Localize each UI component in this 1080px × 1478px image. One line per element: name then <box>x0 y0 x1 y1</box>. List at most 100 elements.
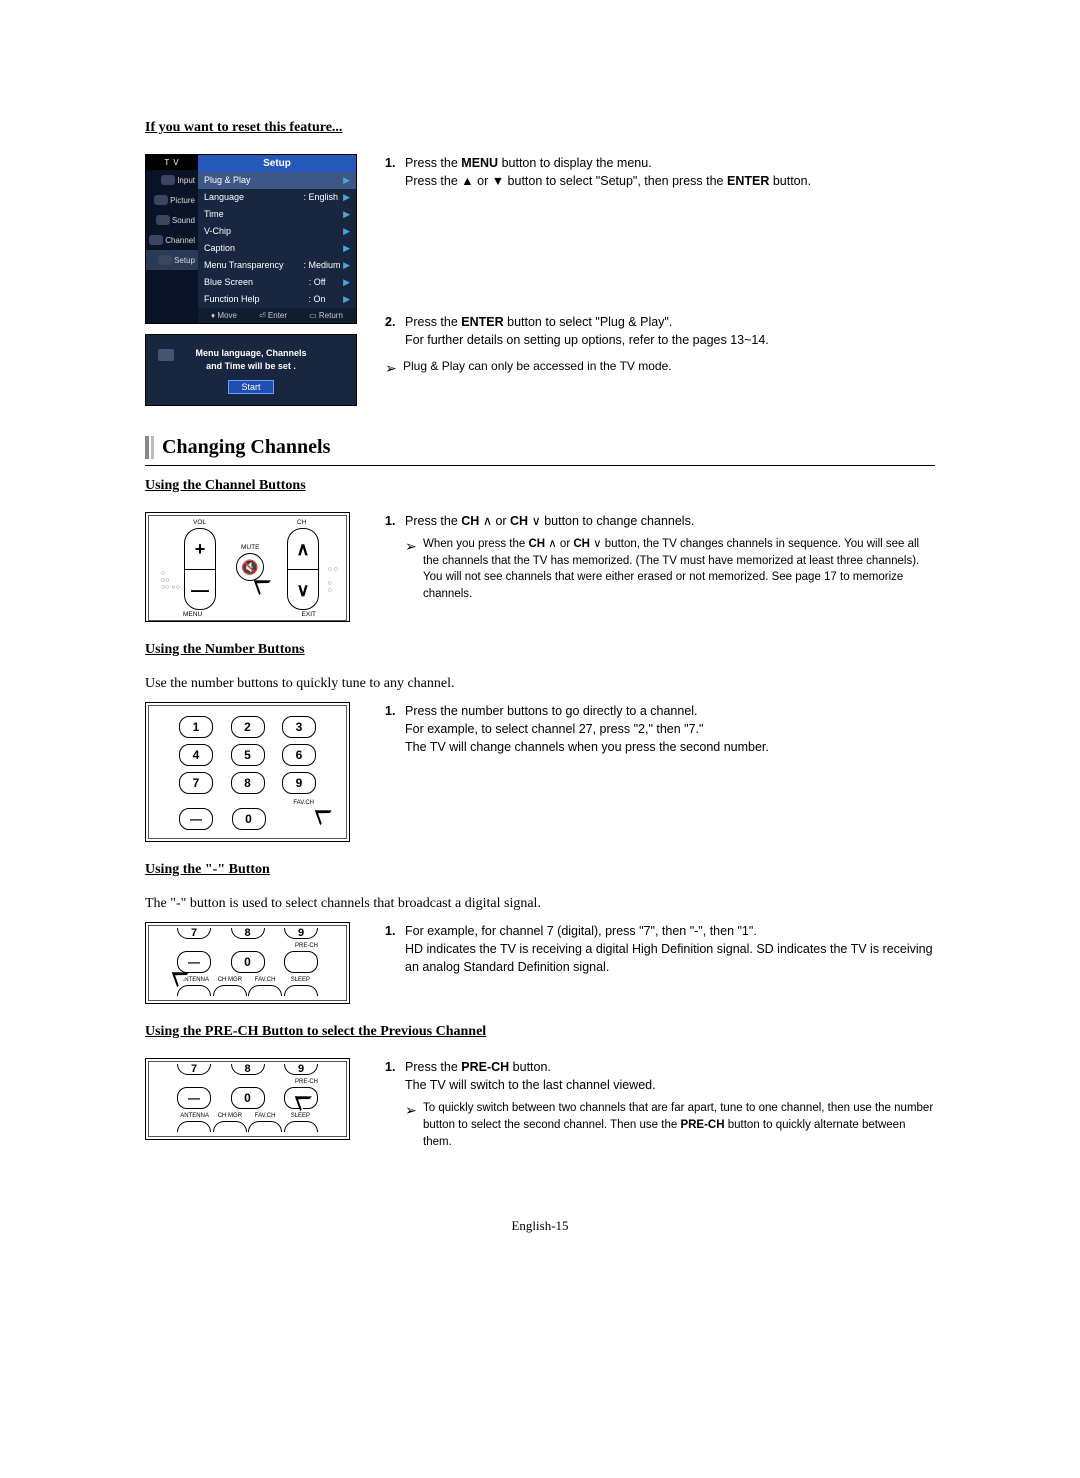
osd-side-2: Sound <box>172 216 195 225</box>
dialog-start-button: Start <box>228 380 273 394</box>
t: button to select "Plug & Play". <box>504 315 673 329</box>
dialog-line1: Menu language, Channels <box>195 348 306 358</box>
t: Press the <box>405 514 461 528</box>
t: ENTER <box>461 315 503 329</box>
sub3-step-text: For example, for channel 7 (digital), pr… <box>405 922 935 976</box>
lbl-fav4: FAV.CH <box>248 1113 283 1119</box>
t: CH <box>510 514 528 528</box>
osd-side-1: Picture <box>170 196 195 205</box>
lbl-fav3: FAV.CH <box>248 977 283 983</box>
p0: 0 <box>231 1087 265 1109</box>
lbl-slp3: SLEEP <box>283 977 318 983</box>
reset-note: Plug & Play can only be accessed in the … <box>403 358 672 378</box>
lbl-ch: CH <box>297 519 306 526</box>
osd-side-4: Setup <box>174 256 195 265</box>
sub4-step: 1. Press the PRE-CH button. The TV will … <box>385 1058 935 1150</box>
t: ∧ or <box>479 514 510 528</box>
t: ∧ or <box>545 538 573 550</box>
n1: 1 <box>179 716 213 738</box>
p8: 8 <box>231 1064 265 1075</box>
t: Press the <box>405 1060 461 1074</box>
n9: 9 <box>282 772 316 794</box>
t: ENTER <box>727 174 769 188</box>
sub4-heading: Using the PRE-CH Button to select the Pr… <box>145 1024 935 1040</box>
lbl-chm4: CH MGR <box>212 1113 247 1119</box>
t: Press the ▲ or ▼ button to select "Setup… <box>405 174 727 188</box>
d8: 8 <box>231 928 265 939</box>
lbl-favch: FAV.CH <box>179 800 314 806</box>
sub2-step-text: Press the number buttons to go directly … <box>405 702 769 756</box>
n8: 8 <box>231 772 265 794</box>
n7: 7 <box>179 772 213 794</box>
osd-item-6: Blue Screen <box>204 277 253 288</box>
lbl-vol: VOL <box>193 519 206 526</box>
lbl-menu: MENU <box>183 611 202 618</box>
t: PRE-CH <box>680 1119 724 1131</box>
plugplay-dialog: Menu language, Channels and Time will be… <box>145 334 357 406</box>
lbl-exit: EXIT <box>302 611 316 618</box>
p7: 7 <box>177 1064 211 1075</box>
n2: 2 <box>231 716 265 738</box>
sub1-step: 1. Press the CH ∧ or CH ∨ button to chan… <box>385 512 935 603</box>
remote-volch: VOL CH +— ∧∨ MUTE 🔇 ○○○○○ ○○ ○ ○○○ MENU … <box>145 512 350 622</box>
pdash: — <box>177 1087 211 1109</box>
lbl-prech4: PRE-CH <box>177 1079 318 1085</box>
osd-foot-move: Move <box>217 311 237 320</box>
sub2-heading: Using the Number Buttons <box>145 642 935 658</box>
t: CH <box>573 538 590 550</box>
lbl-ant4: ANTENNA <box>177 1113 212 1119</box>
sub3-intro: The "-" button is used to select channel… <box>145 896 935 912</box>
t: When you press the <box>423 538 528 550</box>
remote-numpad: 123 456 789 FAV.CH —0 <box>145 702 350 842</box>
osd-item-5: Menu Transparency <box>204 260 284 271</box>
d0: 0 <box>231 951 265 973</box>
osd-val-1: : English <box>304 192 339 202</box>
osd-item-7: Function Help <box>204 294 260 305</box>
osd-val-7: : On <box>309 294 326 304</box>
t: ∨ button to change channels. <box>528 514 694 528</box>
sub1-heading: Using the Channel Buttons <box>145 478 935 494</box>
t: For further details on setting up option… <box>405 333 769 347</box>
t: The TV will switch to the last channel v… <box>405 1078 656 1092</box>
setup-osd: T V Input Picture Sound Channel Setup Se… <box>145 154 357 324</box>
osd-val-6: : Off <box>309 277 326 287</box>
lbl-chm3: CH MGR <box>212 977 247 983</box>
t: button. <box>509 1060 551 1074</box>
osd-foot-return: Return <box>319 311 343 320</box>
sub3-step: 1. For example, for channel 7 (digital),… <box>385 922 935 976</box>
lbl-prech3: PRE-CH <box>177 943 318 949</box>
lbl-slp4: SLEEP <box>283 1113 318 1119</box>
ndash: — <box>179 808 213 830</box>
reset-step-1: 1. Press the MENU button to display the … <box>385 154 935 190</box>
osd-item-4: Caption <box>204 243 235 254</box>
osd-item-1: Language <box>204 192 244 203</box>
d9: 9 <box>284 928 318 939</box>
osd-tv-label: T V <box>146 155 198 170</box>
dialog-line2: and Time will be set . <box>206 361 296 371</box>
n0: 0 <box>232 808 266 830</box>
reset-heading: If you want to reset this feature... <box>145 120 935 136</box>
d7: 7 <box>177 928 211 939</box>
page-number: English-15 <box>145 1218 935 1234</box>
t: MENU <box>461 156 498 170</box>
sub3-heading: Using the "-" Button <box>145 862 935 878</box>
osd-foot-enter: Enter <box>268 311 287 320</box>
p9: 9 <box>284 1064 318 1075</box>
t: PRE-CH <box>461 1060 509 1074</box>
n4: 4 <box>179 744 213 766</box>
sub2-intro: Use the number buttons to quickly tune t… <box>145 676 935 692</box>
t: Press the <box>405 315 461 329</box>
reset-step-2: 2. Press the ENTER button to select "Plu… <box>385 313 935 349</box>
remote-prech: 7 8 9 PRE-CH — 0 ANTENNA CH MGR FAV.CH SLEE… <box>145 1058 350 1140</box>
osd-title: Setup <box>198 155 356 172</box>
osd-side-3: Channel <box>165 236 195 245</box>
osd-item-2: Time <box>204 209 224 220</box>
t: Press the <box>405 156 461 170</box>
changing-title: Changing Channels <box>162 436 935 459</box>
t: button. <box>769 174 811 188</box>
sub2-step: 1. Press the number buttons to go direct… <box>385 702 935 756</box>
osd-side-0: Input <box>177 176 195 185</box>
osd-item-0: Plug & Play <box>204 175 251 186</box>
remote-dash: 789 PRE-CH —0 ANTENNA CH MGR FAV.CH SLEE… <box>145 922 350 1004</box>
t: CH <box>461 514 479 528</box>
